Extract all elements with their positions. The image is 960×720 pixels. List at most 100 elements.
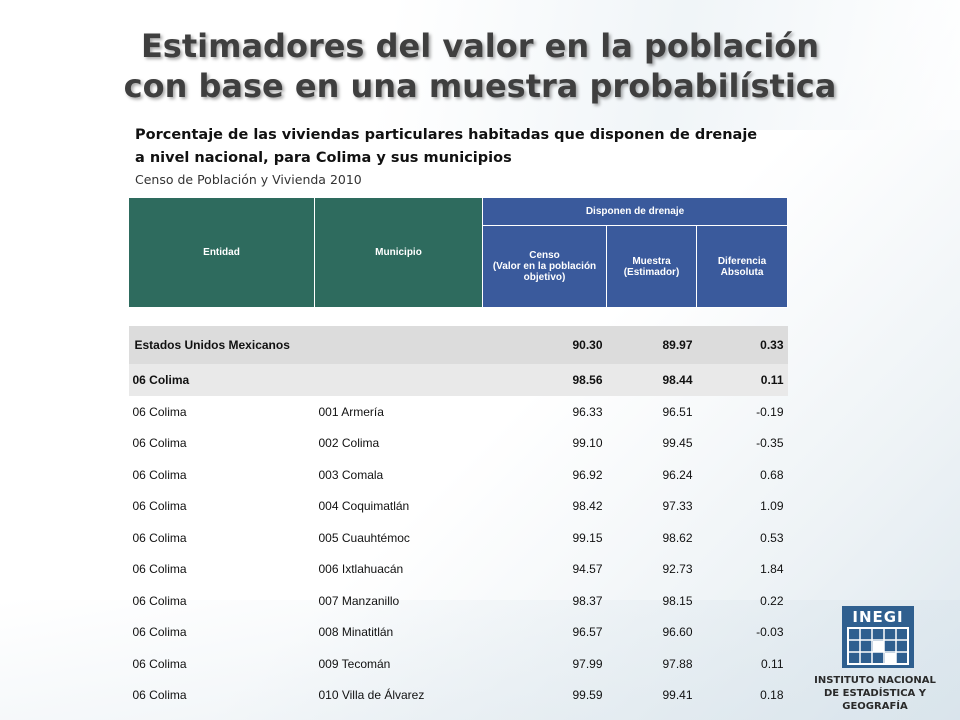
cell-entidad: 06 Colima [132,467,187,482]
header-muestra: Muestra (Estimador) [606,225,697,308]
cell-censo: 98.42 [572,499,603,514]
header-municipio: Municipio [314,197,483,308]
table-row: 06 Colima 005 Cuauhtémoc 99.15 98.62 0.5… [129,522,788,554]
header-diferencia-line-2: Absoluta [720,266,764,278]
cell-entidad: 06 Colima [132,436,187,451]
state-diferencia: 0.11 [696,364,788,396]
cell-diferencia: 0.18 [760,688,784,703]
inegi-logo-mark [842,606,914,668]
cell-diferencia: 1.09 [760,499,784,514]
cell-censo: 98.37 [572,593,603,608]
cell-municipio: 002 Colima [318,436,380,451]
spacer-row [129,308,788,327]
header-muestra-line-2: (Estimador) [623,266,680,278]
background-swoosh-top [0,0,960,130]
inegi-logo-text: INEGI [852,608,904,626]
cell-municipio: 004 Coquimatlán [318,499,410,514]
table-row: 06 Colima 002 Colima 99.10 99.45 -0.35 [129,428,788,460]
cell-entidad: 06 Colima [132,625,187,640]
cell-censo: 97.99 [572,656,603,671]
header-censo-line-1: Censo [529,250,560,261]
cell-muestra: 98.62 [662,530,693,545]
cell-municipio: 006 Ixtlahuacán [318,562,404,577]
header-censo-line-2: (Valor en la población [492,261,597,272]
cell-diferencia: 0.22 [760,593,784,608]
header-diferencia: Diferencia Absoluta [696,225,788,308]
cell-entidad: 06 Colima [132,562,187,577]
table-row: 06 Colima 003 Comala 96.92 96.24 0.68 [129,459,788,491]
table-row: 06 Colima 009 Tecomán 97.99 97.88 0.11 [129,648,788,680]
background-swoosh-bottom [0,600,960,720]
state-censo: 98.56 [482,364,607,396]
data-table: Entidad Municipio Disponen de drenaje Ce… [128,197,788,711]
cell-censo: 94.57 [572,562,603,577]
cell-muestra: 92.73 [662,562,693,577]
title-line-1: Estimadores del valor en la población [140,27,820,65]
cell-municipio: 003 Comala [318,467,384,482]
cell-municipio: 005 Cuauhtémoc [318,530,410,545]
cell-diferencia: 1.84 [760,562,784,577]
header-disponen-drenaje: Disponen de drenaje [482,197,788,226]
state-muestra: 98.44 [606,364,697,396]
cell-diferencia: 0.11 [761,656,784,671]
cell-municipio: 001 Armería [318,404,384,419]
cell-entidad: 06 Colima [132,593,187,608]
cell-diferencia: -0.35 [756,436,784,451]
institute-name-line-2: DE ESTADÍSTICA Y GEOGRAFÍA [824,688,926,712]
cell-diferencia: 0.68 [760,467,784,482]
header-censo-line-3: objetivo) [523,272,566,283]
cell-censo: 96.57 [572,625,603,640]
title-line-2: con base en una muestra probabilística [123,67,837,105]
table-row: 06 Colima 004 Coquimatlán 98.42 97.33 1.… [129,491,788,523]
header-diferencia-line-1: Diferencia [717,255,767,267]
cell-muestra: 96.51 [662,404,693,419]
cell-censo: 99.10 [572,436,603,451]
cell-censo: 99.59 [572,688,603,703]
cell-censo: 96.33 [572,404,603,419]
table-row: 06 Colima 007 Manzanillo 98.37 98.15 0.2… [129,585,788,617]
cell-municipio: 010 Villa de Álvarez [318,688,425,703]
cell-entidad: 06 Colima [132,499,187,514]
national-censo: 90.30 [482,326,607,364]
cell-muestra: 99.45 [662,436,693,451]
header-censo: Censo (Valor en la población objetivo) [482,225,607,308]
cell-censo: 99.15 [572,530,603,545]
cell-muestra: 96.24 [662,467,693,482]
institute-name-line-1: INSTITUTO NACIONAL [814,675,936,686]
cell-entidad: 06 Colima [132,404,187,419]
source-note: Censo de Población y Vivienda 2010 [135,172,362,187]
slide-title: Estimadores del valor en la población co… [0,26,960,106]
cell-municipio: 007 Manzanillo [318,593,400,608]
cell-censo: 96.92 [572,467,603,482]
national-label: Estados Unidos Mexicanos [128,326,483,364]
inegi-logo: INEGI INSTITUTO NACIONAL DE ESTADÍSTICA … [800,606,950,713]
cell-muestra: 97.33 [662,499,693,514]
inegi-grid-icon [847,627,909,665]
table-row: 06 Colima 001 Armería 96.33 96.51 -0.19 [129,396,788,428]
cell-entidad: 06 Colima [132,656,187,671]
cell-muestra: 97.88 [662,656,693,671]
cell-municipio: 008 Minatitlán [318,625,394,640]
table-body: Estados Unidos Mexicanos 90.30 89.97 0.3… [128,308,788,712]
national-diferencia: 0.33 [696,326,788,364]
caption-line-2: a nivel nacional, para Colima y sus muni… [135,150,512,166]
cell-muestra: 99.41 [662,688,693,703]
table-row: 06 Colima 006 Ixtlahuacán 94.57 92.73 1.… [129,554,788,586]
state-label: 06 Colima [128,364,483,396]
header-entidad: Entidad [128,197,315,308]
cell-diferencia: -0.03 [756,625,784,640]
institute-name: INSTITUTO NACIONAL DE ESTADÍSTICA Y GEOG… [800,674,950,713]
national-muestra: 89.97 [606,326,697,364]
cell-diferencia: 0.53 [760,530,784,545]
state-row: 06 Colima 98.56 98.44 0.11 [128,364,788,396]
cell-entidad: 06 Colima [132,688,187,703]
caption-line-1: Porcentaje de las viviendas particulares… [135,127,758,143]
cell-diferencia: -0.19 [756,404,784,419]
cell-entidad: 06 Colima [132,530,187,545]
table-row: 06 Colima 010 Villa de Álvarez 99.59 99.… [129,680,788,712]
cell-muestra: 96.60 [662,625,693,640]
national-row: Estados Unidos Mexicanos 90.30 89.97 0.3… [128,326,788,364]
header-muestra-line-1: Muestra [632,255,671,267]
table-caption: Porcentaje de las viviendas particulares… [135,124,775,170]
cell-muestra: 98.15 [662,593,693,608]
